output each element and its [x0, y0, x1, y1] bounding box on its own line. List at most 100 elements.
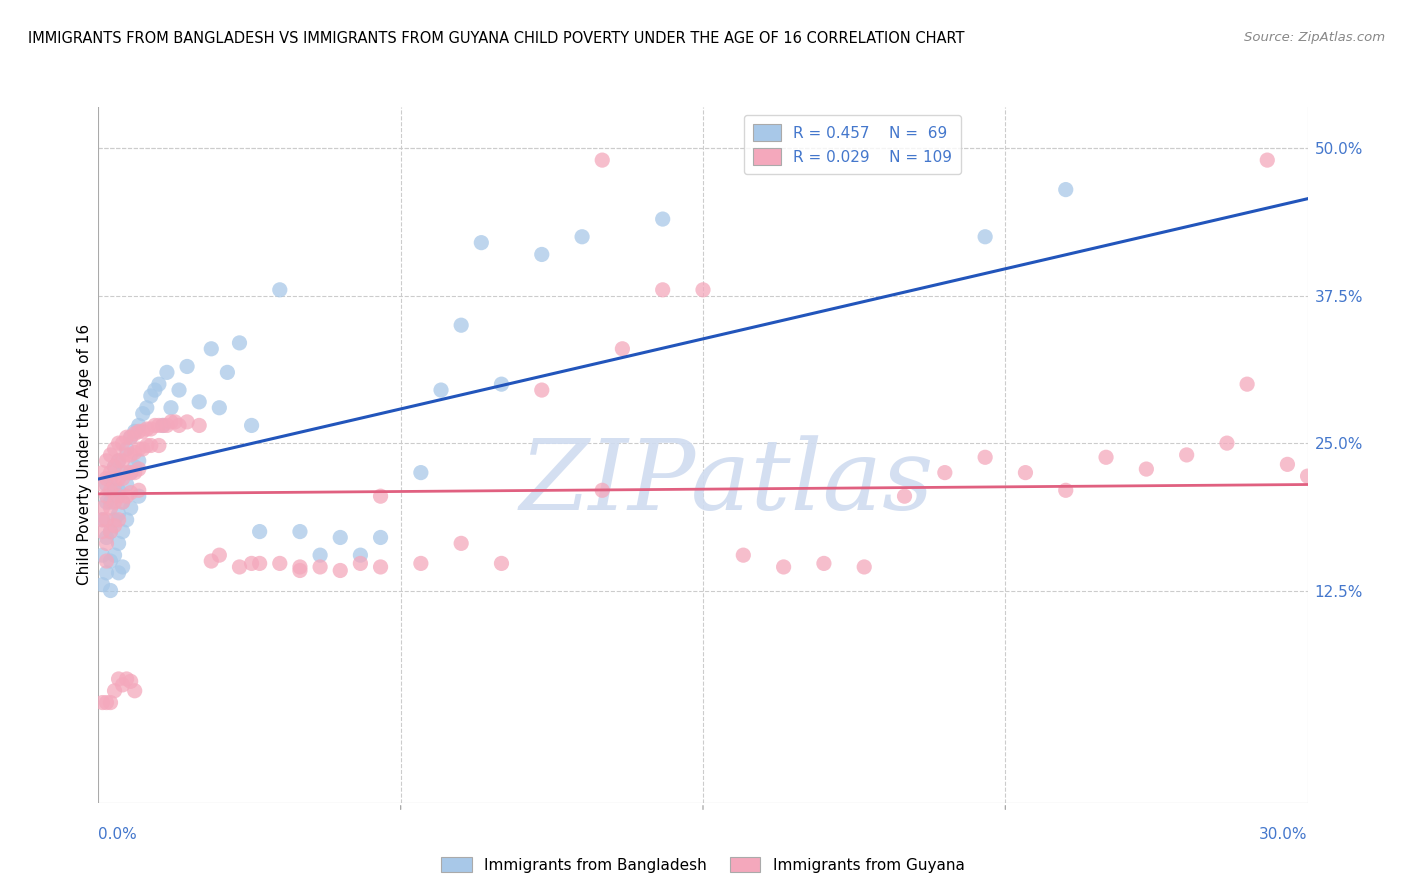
Point	[733, 548, 755, 562]
Point	[269, 283, 291, 297]
Point	[124, 425, 146, 439]
Point	[91, 513, 114, 527]
Point	[167, 383, 190, 397]
Point	[107, 507, 129, 521]
Point	[1277, 458, 1299, 472]
Text: ZIPatlas: ZIPatlas	[520, 435, 935, 531]
Point	[152, 418, 174, 433]
Point	[96, 531, 118, 545]
Point	[200, 554, 222, 568]
Point	[128, 425, 150, 439]
Point	[571, 229, 593, 244]
Point	[491, 557, 513, 571]
Point	[200, 342, 222, 356]
Point	[103, 459, 125, 474]
Point	[128, 418, 150, 433]
Point	[100, 696, 122, 710]
Point	[139, 438, 162, 452]
Point	[934, 466, 956, 480]
Point	[100, 524, 122, 539]
Point	[96, 536, 118, 550]
Point	[132, 407, 155, 421]
Point	[96, 696, 118, 710]
Point	[107, 436, 129, 450]
Point	[103, 459, 125, 474]
Text: 0.0%: 0.0%	[98, 827, 138, 841]
Point	[217, 365, 239, 379]
Point	[491, 377, 513, 392]
Point	[107, 536, 129, 550]
Point	[143, 418, 166, 433]
Point	[103, 495, 125, 509]
Point	[120, 674, 142, 689]
Point	[132, 425, 155, 439]
Point	[91, 696, 114, 710]
Point	[100, 471, 122, 485]
Point	[120, 430, 142, 444]
Point	[1095, 450, 1118, 465]
Point	[91, 466, 114, 480]
Point	[128, 462, 150, 476]
Point	[115, 442, 138, 456]
Point	[91, 548, 114, 562]
Point	[409, 557, 432, 571]
Point	[103, 548, 125, 562]
Legend: Immigrants from Bangladesh, Immigrants from Guyana: Immigrants from Bangladesh, Immigrants f…	[436, 850, 970, 879]
Point	[349, 557, 371, 571]
Point	[111, 495, 134, 509]
Point	[111, 524, 134, 539]
Point	[853, 560, 876, 574]
Point	[143, 383, 166, 397]
Point	[240, 418, 263, 433]
Point	[91, 477, 114, 491]
Point	[1054, 483, 1077, 498]
Point	[148, 377, 170, 392]
Point	[591, 483, 613, 498]
Point	[96, 471, 118, 485]
Point	[96, 566, 118, 580]
Point	[974, 450, 997, 465]
Point	[269, 557, 291, 571]
Point	[107, 566, 129, 580]
Point	[409, 466, 432, 480]
Point	[96, 454, 118, 468]
Point	[1054, 183, 1077, 197]
Point	[107, 454, 129, 468]
Y-axis label: Child Poverty Under the Age of 16: Child Poverty Under the Age of 16	[77, 325, 91, 585]
Point	[176, 415, 198, 429]
Point	[100, 554, 122, 568]
Point	[103, 477, 125, 491]
Point	[120, 430, 142, 444]
Point	[120, 466, 142, 480]
Point	[1236, 377, 1258, 392]
Point	[115, 466, 138, 480]
Point	[124, 459, 146, 474]
Point	[228, 335, 250, 350]
Point	[450, 318, 472, 333]
Point	[91, 500, 114, 515]
Point	[156, 418, 179, 433]
Point	[103, 483, 125, 498]
Point	[115, 489, 138, 503]
Point	[208, 401, 231, 415]
Point	[107, 471, 129, 485]
Point	[893, 489, 915, 503]
Point	[111, 436, 134, 450]
Point	[100, 500, 122, 515]
Point	[148, 438, 170, 452]
Point	[530, 247, 553, 261]
Point	[135, 422, 157, 436]
Point	[96, 554, 118, 568]
Point	[772, 560, 794, 574]
Point	[288, 524, 311, 539]
Point	[96, 513, 118, 527]
Point	[288, 564, 311, 578]
Point	[115, 513, 138, 527]
Point	[128, 489, 150, 503]
Point	[103, 513, 125, 527]
Point	[120, 500, 142, 515]
Point	[111, 471, 134, 485]
Point	[309, 548, 332, 562]
Point	[135, 401, 157, 415]
Point	[974, 229, 997, 244]
